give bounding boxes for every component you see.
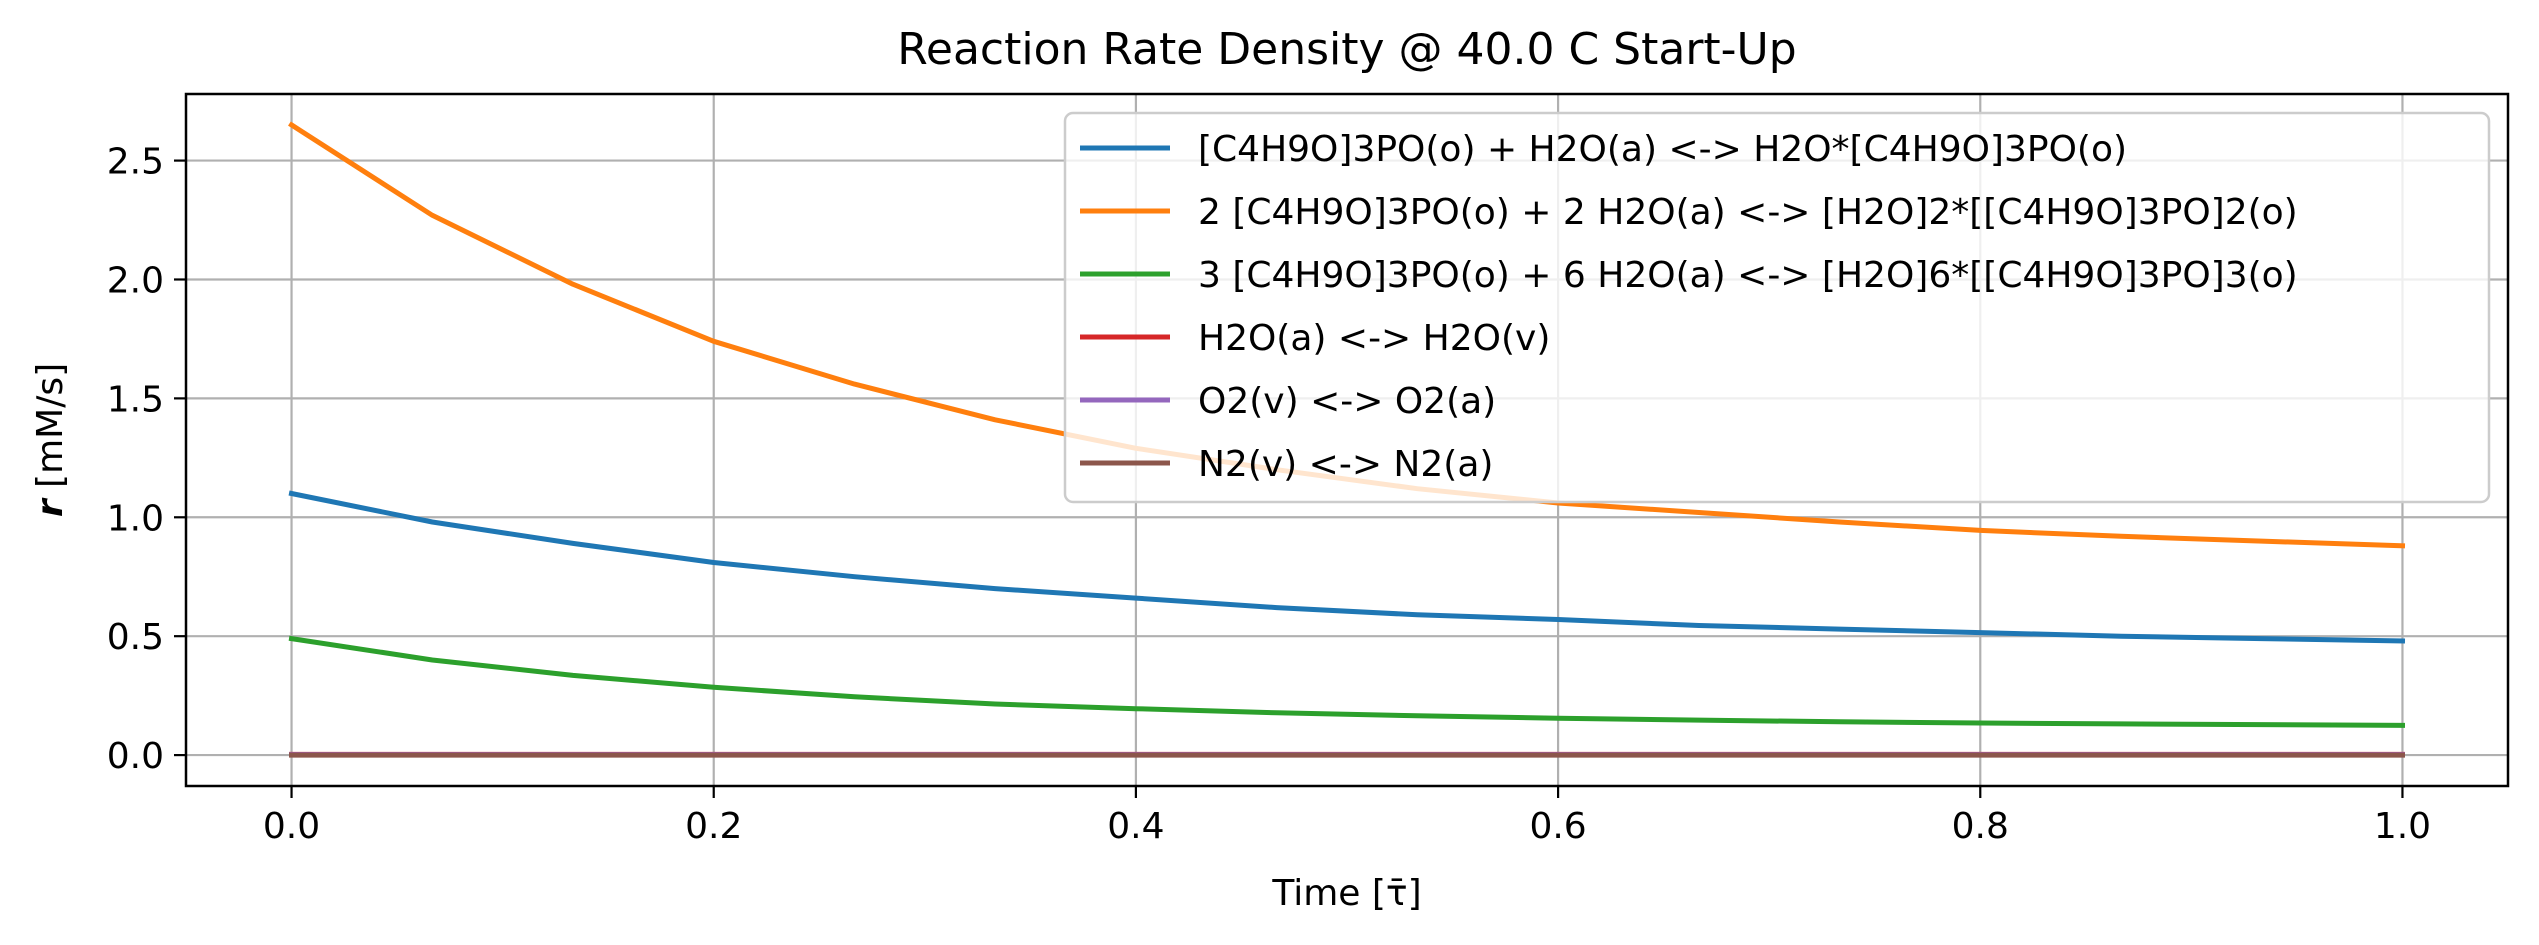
x-tick-label: 0.8 [1952,806,2009,847]
y-tick-label: 2.5 [107,142,164,183]
x-tick-label: 0.0 [263,806,320,847]
legend-label-5: O2(v) <-> O2(a) [1198,381,1496,422]
x-tick-label: 0.4 [1107,806,1164,847]
legend-label-2: 2 [C4H9O]3PO(o) + 2 H2O(a) <-> [H2O]2*[[… [1198,192,2298,233]
legend-label-3: 3 [C4H9O]3PO(o) + 6 H2O(a) <-> [H2O]6*[[… [1198,255,2298,296]
series-line-3 [288,635,2406,728]
legend-label-6: N2(v) <-> N2(a) [1198,444,1493,485]
series-line-1 [288,490,2406,644]
y-tick-label: 1.5 [107,379,164,420]
y-tick-label: 1.0 [107,498,164,539]
chart-title: Reaction Rate Density @ 40.0 C Start-Up [897,24,1796,75]
x-tick-label: 1.0 [2374,806,2431,847]
x-tick-label: 0.6 [1529,806,1586,847]
plot-frame [184,92,2510,788]
y-tick-label: 0.5 [107,617,164,658]
y-axis-ticks: 0.0 0.5 1.0 1.5 2.0 2.5 [107,142,186,777]
y-tick-label: 0.0 [107,736,164,777]
x-axis-label: Time [τ̄] [1271,873,1421,914]
legend: [C4H9O]3PO(o) + H2O(a) <-> H2O*[C4H9O]3P… [1063,111,2491,504]
legend-label-1: [C4H9O]3PO(o) + H2O(a) <-> H2O*[C4H9O]3P… [1198,129,2127,170]
y-tick-label: 2.0 [107,260,164,301]
x-axis-ticks: 0.0 0.2 0.4 0.6 0.8 1.0 [263,786,2431,847]
legend-box [1063,111,2491,504]
legend-label-4: H2O(a) <-> H2O(v) [1198,318,1550,359]
y-axis-unit: [mM/s] [30,363,71,500]
y-axis-symbol: r [30,497,71,517]
y-axis-label: r [mM/s] [30,363,71,517]
x-tick-label: 0.2 [685,806,742,847]
